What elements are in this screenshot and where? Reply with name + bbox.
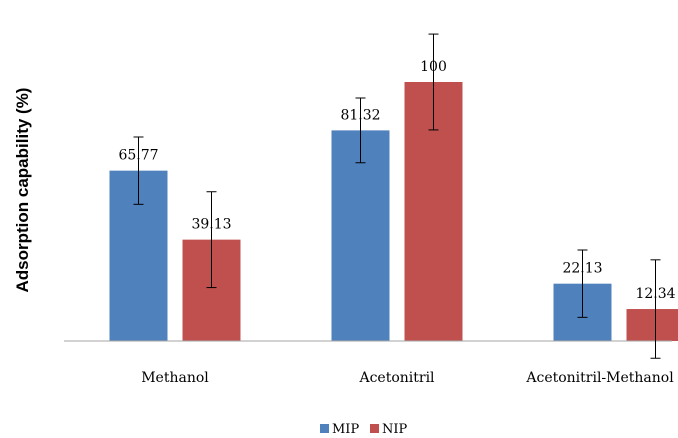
data-label-mip-1: 65.77 [118,148,158,164]
data-label-nip-1: 39.13 [191,217,231,233]
bars-layer [109,82,678,341]
category-label-2: Acetonitril [358,370,435,386]
category-label-3: Acetonitril-Methanol (1:1) [525,370,678,386]
legend: MIP NIP [320,422,408,437]
bar-mip-2 [331,130,390,341]
legend-swatch-mip [320,424,329,433]
category-labels-layer: Methanol Acetonitril Acetonitril-Methanol … [141,370,678,386]
y-axis-label: Adsorption capability (%) [13,88,32,293]
data-label-mip-3: 22.13 [562,261,602,277]
error-bars-layer [133,33,661,359]
legend-label-nip: NIP [382,422,408,437]
data-label-nip-2: 100 [420,59,447,75]
legend-label-mip: MIP [332,422,359,437]
legend-swatch-nip [370,424,379,433]
bar-nip-3 [626,309,678,341]
data-label-nip-3: 12.34 [635,286,675,302]
category-label-1: Methanol [141,370,209,386]
data-labels-layer: 65.77 39.13 81.32 100 22.13 12.34 [118,59,675,302]
data-label-mip-2: 81.32 [340,107,380,123]
